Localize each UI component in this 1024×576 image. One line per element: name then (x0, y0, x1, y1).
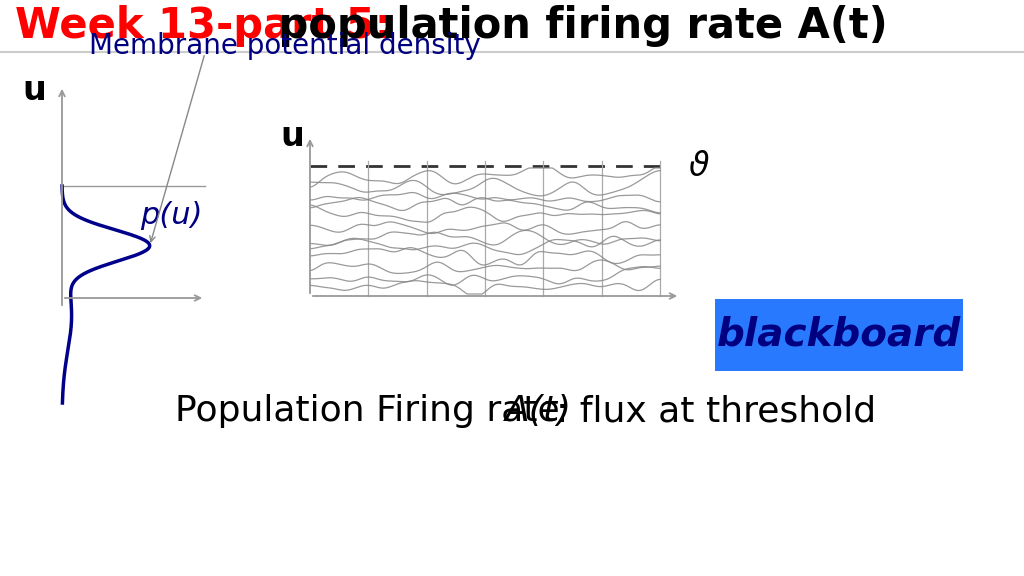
Text: population firing rate A(t): population firing rate A(t) (234, 5, 888, 47)
Text: $\vartheta$: $\vartheta$ (688, 150, 710, 183)
Text: : flux at threshold: : flux at threshold (556, 394, 877, 428)
FancyBboxPatch shape (715, 299, 963, 371)
Text: blackboard: blackboard (717, 316, 962, 354)
Text: Membrane potential density: Membrane potential density (89, 32, 481, 60)
Text: Population Firing rate: Population Firing rate (175, 394, 571, 428)
Text: p(u): p(u) (140, 202, 203, 230)
Text: u: u (23, 74, 46, 108)
Text: u: u (281, 119, 304, 153)
Text: A(t): A(t) (505, 394, 572, 428)
Text: Week 13-part 5:: Week 13-part 5: (15, 5, 391, 47)
